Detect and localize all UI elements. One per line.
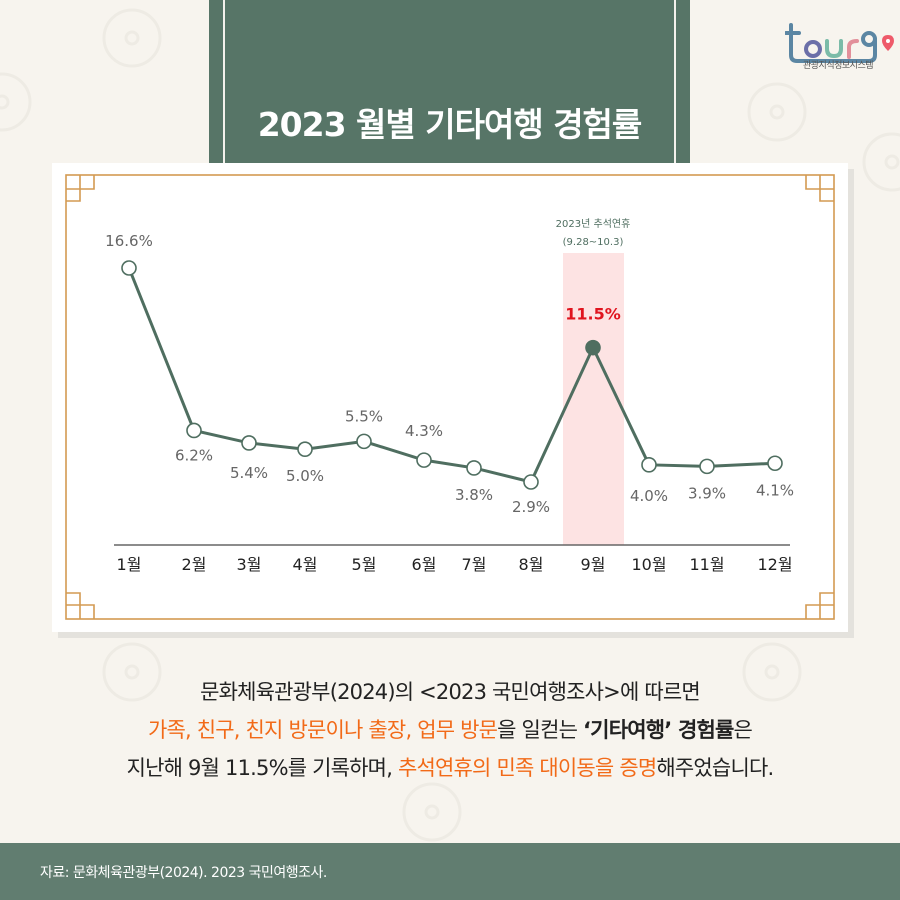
flower-pattern-icon <box>0 72 32 132</box>
x-axis-labels: 1월 2월 3월 4월 5월 6월 7월 8월 9월 10월 11월 12월 <box>117 555 793 574</box>
data-series: 16.6% 6.2% 5.4% 5.0% 5.5% 4.3% 3.8% 2.9% 11.5% 4.… <box>105 232 794 516</box>
title-banner: 2023 월별 기타여행 경험률 <box>209 0 690 163</box>
bold-text: ‘기타여행’ 경험률 <box>583 718 734 742</box>
data-point-marker <box>523 474 539 490</box>
x-tick-label: 5월 <box>352 555 377 574</box>
source-citation: 자료: 문화체육관광부(2024). 2023 국민여행조사. <box>40 865 327 881</box>
data-label: 3.8% <box>455 486 493 504</box>
data-label: 11.5% <box>565 305 621 324</box>
description-line-3: 지난해 9월 11.5%를 기록하며, 추석연휴의 민족 대이동을 증명해주었습… <box>0 749 900 787</box>
data-point-marker <box>121 260 137 276</box>
chart-card: 2023년 추석연휴 (9.28~10.3) 16.6% 6.2% 5.4% 5.0%… <box>52 163 848 632</box>
highlight-text: 가족, 친구, 친지 방문이나 출장, 업무 방문 <box>147 718 498 742</box>
data-point-marker <box>699 458 715 475</box>
x-tick-label: 10월 <box>631 555 666 574</box>
highlight-text: 추석연휴의 민족 대이동을 증명 <box>397 756 657 780</box>
data-point-marker <box>641 457 657 473</box>
data-label: 4.0% <box>630 487 668 505</box>
flower-pattern-icon <box>747 82 807 142</box>
decorative-frame <box>65 174 835 620</box>
data-label: 4.3% <box>405 422 443 440</box>
data-point-marker <box>241 435 257 451</box>
x-tick-label: 12월 <box>757 555 792 574</box>
data-label: 6.2% <box>175 446 213 464</box>
tour9-logo <box>785 23 894 63</box>
flower-pattern-icon <box>102 8 162 68</box>
data-point-marker <box>416 452 432 468</box>
page-title: 2023 월별 기타여행 경험률 <box>257 105 643 144</box>
data-label: 5.5% <box>345 407 383 425</box>
description-text: 을 일컫는 <box>497 718 583 742</box>
x-tick-label: 1월 <box>117 555 142 574</box>
data-label: 3.9% <box>688 484 726 502</box>
highlight-annotation-line2: (9.28~10.3) <box>563 237 624 248</box>
data-point-marker <box>297 441 313 457</box>
data-label: 2.9% <box>512 498 550 516</box>
x-tick-label: 9월 <box>581 555 606 574</box>
x-tick-label: 3월 <box>237 555 262 574</box>
data-point-marker <box>466 460 482 476</box>
flower-pattern-icon <box>102 642 162 702</box>
x-tick-label: 8월 <box>519 555 544 574</box>
chuseok-highlight-band <box>563 253 624 545</box>
description-text: 해주었습니다. <box>656 756 774 780</box>
x-tick-label: 6월 <box>412 555 437 574</box>
data-point-marker <box>186 422 202 439</box>
data-point-marker <box>356 433 372 450</box>
description-text: 지난해 9월 11.5%를 기록하며, <box>126 756 398 780</box>
x-tick-label: 11월 <box>689 555 724 574</box>
footer: 자료: 문화체육관광부(2024). 2023 국민여행조사. <box>0 843 900 900</box>
data-point-marker <box>767 455 783 472</box>
description-text: 은 <box>733 718 753 742</box>
x-tick-label: 7월 <box>462 555 487 574</box>
flower-pattern-icon <box>862 132 900 192</box>
description: 문화체육관광부(2024)의 <2023 국민여행조사>에 따르면 가족, 친구… <box>0 673 900 787</box>
data-point-marker <box>585 339 601 356</box>
series-line <box>127 267 776 484</box>
highlight-annotation-line1: 2023년 추석연휴 <box>556 218 631 230</box>
data-label: 5.4% <box>230 464 268 482</box>
banner-rule-left <box>223 0 225 163</box>
flower-pattern-icon <box>402 782 462 842</box>
description-line-2: 가족, 친구, 친지 방문이나 출장, 업무 방문을 일컫는 ‘기타여행’ 경험… <box>0 711 900 749</box>
x-tick-label: 2월 <box>182 555 207 574</box>
x-tick-label: 4월 <box>293 555 318 574</box>
data-label: 16.6% <box>105 232 153 250</box>
banner-rule-right <box>674 0 676 163</box>
data-label: 4.1% <box>756 481 794 499</box>
description-line-1: 문화체육관광부(2024)의 <2023 국민여행조사>에 따르면 <box>200 680 701 704</box>
line-chart: 2023년 추석연휴 (9.28~10.3) 16.6% 6.2% 5.4% 5.0%… <box>65 174 835 620</box>
logo-subtitle: 관광지식정보시스템 <box>802 61 874 71</box>
data-label: 5.0% <box>286 467 324 485</box>
flower-pattern-icon <box>742 642 802 702</box>
